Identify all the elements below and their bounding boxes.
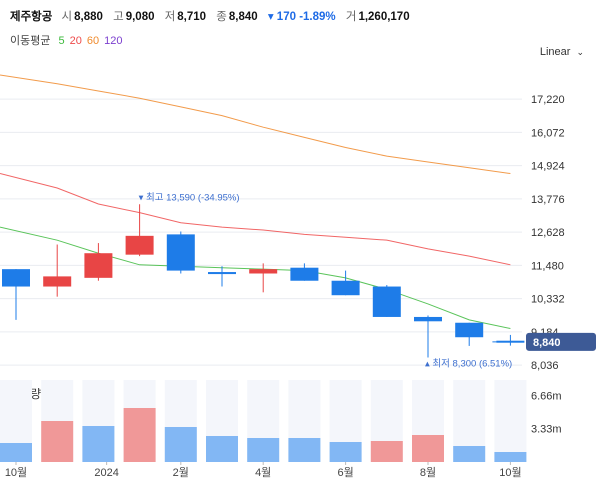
- volume-value: 1,260,170: [358, 11, 410, 23]
- candle-body: [372, 286, 401, 317]
- ma-line-5: [0, 226, 511, 330]
- price-tick-label: 10,332: [531, 294, 565, 306]
- candle-body: [455, 322, 484, 338]
- candle-body: [2, 269, 30, 287]
- volume-bar-background: [494, 380, 527, 462]
- volume-bar: [164, 427, 197, 462]
- volume-bar: [453, 446, 486, 462]
- x-axis-label: 10월: [5, 466, 27, 479]
- close-label: 종: [216, 11, 227, 23]
- volume-bar: [247, 438, 280, 462]
- high-value: 9,080: [125, 11, 155, 23]
- current-price-label: 8,840: [533, 337, 561, 349]
- low-value: 8,710: [177, 11, 207, 23]
- high-annotation: ▾ 최고 13,590 (-34.95%): [139, 192, 240, 203]
- candle-body: [290, 267, 319, 281]
- ma-legend-title: 이동평균: [10, 35, 51, 47]
- ma-legend-120[interactable]: 120: [104, 35, 123, 47]
- ma-legend-5[interactable]: 5: [58, 35, 65, 47]
- current-price-badge: [526, 332, 596, 351]
- open-label: 시: [61, 11, 73, 23]
- volume-tick-label: 6.66m: [531, 390, 562, 402]
- volume-label: 거: [345, 11, 357, 23]
- price-tick-label: 14,924: [531, 161, 565, 173]
- volume-bar: [329, 442, 362, 462]
- candle-body: [125, 235, 154, 255]
- candle-body: [84, 253, 113, 278]
- open-value: 8,880: [74, 11, 103, 23]
- volume-bar: [288, 438, 321, 462]
- stock-name: 제주항공: [10, 11, 53, 23]
- ma-line-60: [0, 74, 511, 175]
- stock-header: 제주항공 시 8,880 고 9,080 저 8,710 종 8,840 ▾ 170 -…: [10, 8, 417, 24]
- low-label: 저: [164, 11, 176, 23]
- volume-bar: [370, 441, 403, 462]
- candle-body: [414, 316, 442, 322]
- close-value: 8,840: [228, 11, 258, 23]
- volume-bar: [123, 408, 156, 462]
- price-tick-label: 13,776: [531, 194, 565, 206]
- price-tick-label: 11,480: [531, 260, 564, 272]
- candle-body: [166, 234, 195, 271]
- scale-mode-label: Linear: [539, 46, 571, 58]
- change-value: ▾ 170 -1.89%: [267, 11, 336, 23]
- ma-legend-60[interactable]: 60: [86, 35, 100, 47]
- x-axis-label: 10월: [499, 466, 521, 479]
- price-tick-label: 8,036: [531, 360, 559, 372]
- candle-body: [249, 269, 278, 274]
- volume-bar: [41, 421, 74, 462]
- x-axis-label: 6월: [337, 466, 353, 479]
- volume-bar: [412, 435, 444, 462]
- low-annotation: ▴ 최저 8,300 (6.51%): [425, 359, 512, 370]
- price-tick-label: 17,220: [531, 94, 565, 106]
- candle-body: [43, 276, 72, 287]
- price-tick-label: 16,072: [531, 127, 565, 139]
- ma-line-20: [0, 173, 511, 266]
- candle-body: [208, 272, 236, 275]
- chevron-down-icon: ⌄: [576, 47, 584, 57]
- volume-bar: [206, 436, 238, 462]
- volume-bar: [0, 443, 32, 462]
- x-axis-label: 8월: [420, 466, 436, 479]
- volume-bar: [82, 426, 115, 462]
- candle-body: [331, 280, 360, 296]
- x-axis-label: 4월: [255, 466, 271, 479]
- x-axis-label: 2024: [94, 467, 118, 479]
- high-label: 고: [113, 11, 124, 23]
- scale-dropdown[interactable]: Linear ⌄: [540, 46, 584, 58]
- x-axis-label: 2월: [173, 466, 189, 479]
- price-tick-label: 12,628: [531, 227, 565, 239]
- volume-tick-label: 3.33m: [531, 424, 562, 436]
- moving-average-legend: 이동평균 5 20 60 120: [10, 32, 128, 48]
- ma-legend-20[interactable]: 20: [69, 35, 82, 47]
- volume-bar: [494, 452, 527, 462]
